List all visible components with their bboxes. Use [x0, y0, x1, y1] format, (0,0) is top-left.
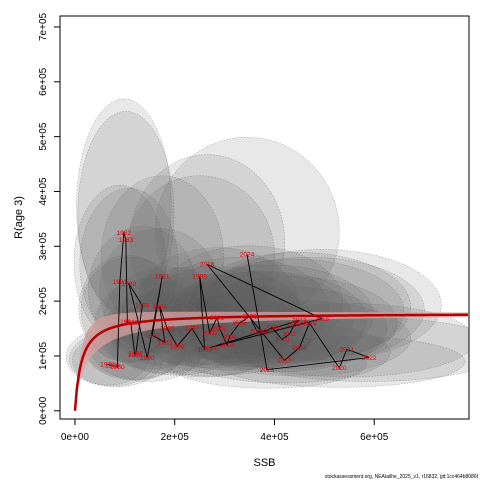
year-label-1982: 1982 [117, 230, 132, 237]
y-tick-label: 3e+05 [38, 232, 49, 261]
year-label-1987: 1987 [129, 350, 144, 357]
year-label-2015: 2015 [315, 316, 330, 323]
uncertainty-ellipse-2024 [154, 137, 340, 326]
uncertainty-ellipse-2020 [213, 335, 466, 388]
y-axis: 0e+00 1e+05 2e+05 3e+05 4e+05 5e+05 6e+05 7e+05 [38, 12, 60, 425]
x-tick-label: 0e+00 [61, 432, 90, 443]
x-axis-title: SSB [253, 457, 275, 469]
year-label-1979: 1979 [105, 363, 120, 370]
year-label-2006: 2006 [242, 314, 257, 321]
year-label-2011: 2011 [282, 331, 296, 338]
year-label-1980: 1980 [110, 364, 125, 371]
year-label-2020: 2020 [332, 365, 347, 372]
x-tick-label: 2e+05 [161, 432, 190, 443]
fit-confidence-band [74, 311, 469, 411]
year-label-2002: 2002 [212, 326, 227, 333]
y-tick-label: 7e+05 [38, 12, 49, 41]
uncertainty-ellipse-2013 [187, 252, 411, 362]
uncertainty-ellipse-2021 [218, 303, 469, 378]
year-label-1997: 1997 [185, 326, 200, 333]
year-label-2008: 2008 [260, 328, 275, 335]
year-label-2016: 2016 [200, 262, 215, 269]
y-tick-label: 2e+05 [38, 287, 49, 316]
year-label-2014: 2014 [202, 345, 217, 352]
year-label-1986: 1986 [128, 352, 143, 359]
year-label-2024: 2024 [240, 252, 255, 259]
year-label-2005: 2005 [232, 320, 247, 327]
year-label-1978: 1978 [100, 361, 115, 368]
year-label-2021: 2021 [340, 347, 355, 354]
year-label-2013: 2013 [292, 318, 307, 325]
year-label-1991: 1991 [155, 274, 170, 281]
uncertainty-ellipse-1999 [124, 175, 275, 338]
year-label-2000: 2000 [202, 330, 217, 337]
uncertainty-ellipse-1982 [76, 98, 172, 313]
x-axis: 0e+00 2e+05 4e+05 6e+05 [61, 419, 389, 443]
year-label-2012: 2012 [287, 321, 302, 328]
y-tick-label: 5e+05 [38, 122, 49, 151]
year-label-1983: 1983 [119, 237, 134, 244]
ellipses-layer [65, 98, 469, 389]
confidence-band [74, 311, 469, 411]
year-label-2009: 2009 [265, 325, 280, 332]
uncertainty-ellipse-2016 [129, 154, 285, 331]
year-label-1995: 1995 [160, 326, 175, 333]
year-label-1992: 1992 [145, 332, 160, 339]
year-label-2019: 2019 [302, 320, 317, 327]
year-label-1989: 1989 [122, 281, 137, 288]
uncertainty-ellipse-2004 [143, 281, 316, 371]
year-label-2010: 2010 [275, 337, 290, 344]
fit-curve [73, 313, 469, 411]
y-tick-label: 6e+05 [38, 67, 49, 96]
uncertainty-ellipse-1983 [77, 111, 175, 317]
year-label-1993: 1993 [158, 339, 173, 346]
year-label-1984: 1984 [120, 319, 135, 326]
year-label-2003: 2003 [220, 342, 235, 349]
footer-source: stockassessment.org, NEAtailhe_2025_v1, … [325, 474, 479, 480]
year-label-2022: 2022 [362, 355, 377, 362]
y-tick-label: 4e+05 [38, 177, 49, 206]
uncertainty-ellipse-2005 [149, 257, 330, 363]
year-label-1996: 1996 [170, 343, 185, 350]
year-label-2004: 2004 [222, 334, 237, 341]
year-label-1994: 1994 [153, 304, 168, 311]
uncertainty-ellipse-1981 [73, 185, 166, 341]
plot-frame [59, 15, 470, 420]
uncertainty-ellipse-2012 [184, 258, 405, 364]
x-tick-label: 6e+05 [360, 432, 389, 443]
y-tick-label: 0e+00 [38, 396, 49, 425]
year-label-2007: 2007 [250, 328, 265, 335]
x-tick-label: 4e+05 [260, 432, 289, 443]
y-axis-title: R(age 3) [13, 196, 25, 239]
year-label-1999: 1999 [192, 274, 207, 281]
year-label-1985: 1985 [124, 320, 139, 327]
year-label-1988: 1988 [135, 303, 150, 310]
year-label-2023: 2023 [260, 367, 275, 374]
year-label-1981: 1981 [113, 279, 128, 286]
year-label-2017: 2017 [277, 358, 292, 365]
stock-recruit-curve [73, 313, 469, 411]
year-label-1990: 1990 [140, 355, 155, 362]
uncertainty-ellipse-2017 [178, 322, 391, 384]
y-tick-label: 1e+05 [38, 341, 49, 370]
year-label-2001: 2001 [210, 315, 225, 322]
year-label-2018: 2018 [292, 345, 307, 352]
year-label-1998: 1998 [197, 347, 212, 354]
uncertainty-ellipse-1989 [79, 187, 179, 342]
